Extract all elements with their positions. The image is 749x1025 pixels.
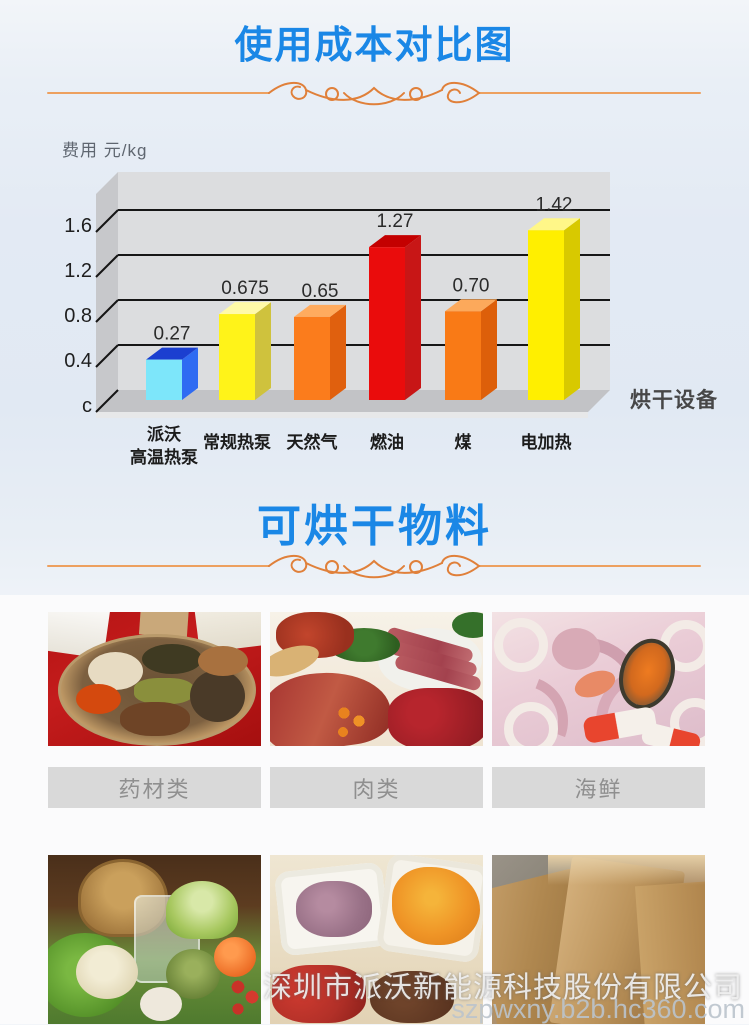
axis-tick bbox=[95, 254, 119, 278]
sausage-cluster-shape bbox=[388, 688, 483, 746]
category-label-1: 常规热泵 bbox=[203, 433, 271, 452]
bar-0: 0.27 bbox=[146, 324, 198, 400]
flourish-divider-icon bbox=[47, 81, 701, 106]
bars-layer: 0.27 0.675 0.65 1.27 0.70 1.42 bbox=[146, 194, 580, 400]
page-title-cost-comparison: 使用成本对比图 bbox=[234, 25, 515, 67]
category-label-0: 派沃 高温热泵 bbox=[130, 425, 198, 467]
bar-value-label: 0.27 bbox=[154, 324, 191, 345]
flourish-divider-icon bbox=[47, 554, 701, 579]
material-label-seafood: 海鲜 bbox=[492, 767, 705, 808]
herb-patch bbox=[142, 644, 202, 674]
bar-1: 0.675 bbox=[219, 278, 271, 400]
material-label-herbs: 药材类 bbox=[48, 767, 261, 808]
dried-nugget-shape bbox=[370, 971, 454, 1023]
chart-side-wall bbox=[96, 172, 118, 412]
y-tick-label: c bbox=[82, 395, 92, 417]
squid-ring-shape bbox=[494, 618, 548, 672]
photos-row-1 bbox=[48, 612, 706, 746]
kumquat-shape bbox=[332, 704, 374, 744]
bar-value-label: 0.70 bbox=[453, 275, 490, 296]
bar-3: 1.27 bbox=[369, 211, 421, 400]
fresh-vegetables-photo bbox=[48, 855, 261, 1024]
garlic-shape bbox=[140, 987, 182, 1021]
axis-tick bbox=[95, 344, 119, 368]
lettuce-shape bbox=[166, 881, 238, 939]
x-axis-title: 烘干设备 bbox=[630, 389, 718, 412]
cured-meats-photo bbox=[270, 612, 483, 746]
materials-panel: 药材类 肉类 海鲜 bbox=[0, 595, 749, 1024]
axis-tick bbox=[95, 209, 119, 233]
y-tick-label: 0.4 bbox=[64, 350, 92, 372]
photos-row-2 bbox=[48, 855, 706, 1024]
dried-taro-shape bbox=[296, 881, 372, 937]
category-label-5: 电加热 bbox=[520, 433, 572, 452]
dried-slabs-photo bbox=[492, 855, 705, 1024]
category-label-3: 燃油 bbox=[370, 433, 404, 452]
radish-shape bbox=[228, 977, 261, 1019]
y-tick-label: 1.2 bbox=[64, 260, 92, 282]
watermark-site-url: szpwxny.b2b.hc360.com bbox=[451, 994, 745, 1024]
tomato-shape bbox=[214, 937, 256, 977]
category-label-4: 煤 bbox=[454, 433, 472, 452]
bar-4: 0.70 bbox=[445, 275, 497, 400]
y-axis-unit-label: 费用 元/kg bbox=[62, 141, 148, 160]
herbs-platter-photo bbox=[48, 612, 261, 746]
herb-patch bbox=[88, 652, 143, 690]
slab-highlight-shape bbox=[548, 855, 705, 885]
category-label-bars: 药材类 肉类 海鲜 bbox=[48, 767, 706, 808]
cost-comparison-chart: 费用 元/kg 1.6 1.2 0.8 0.4 c 0.27 0.675 0.65 1.27 0… bbox=[0, 135, 749, 480]
bar-value-label: 1.42 bbox=[536, 194, 573, 215]
parsley-shape bbox=[452, 612, 483, 638]
page-title-materials: 可烘干物料 bbox=[257, 502, 492, 551]
red-jujube-shape bbox=[272, 965, 366, 1023]
cauliflower-shape bbox=[76, 945, 138, 999]
axis-tick bbox=[95, 389, 119, 413]
herb-patch bbox=[134, 678, 194, 704]
bar-5: 1.42 bbox=[528, 194, 580, 400]
material-label-meat: 肉类 bbox=[270, 767, 483, 808]
herb-patch bbox=[198, 646, 248, 676]
gridlines-layer: 1.6 1.2 0.8 0.4 c bbox=[64, 209, 610, 417]
octopus-head-shape bbox=[552, 628, 600, 670]
squid-ring-shape bbox=[504, 702, 558, 746]
category-label-2: 天然气 bbox=[286, 433, 338, 452]
herb-patch bbox=[190, 670, 245, 722]
y-tick-label: 1.6 bbox=[64, 215, 92, 237]
bar-value-label: 0.65 bbox=[302, 281, 339, 302]
herb-patch bbox=[120, 702, 190, 736]
chart-canvas: 1.6 1.2 0.8 0.4 c 0.27 0.675 0.65 1.27 0.70 1.42 bbox=[64, 172, 610, 418]
seafood-mix-photo bbox=[492, 612, 705, 746]
axis-tick bbox=[95, 299, 119, 323]
y-tick-label: 0.8 bbox=[64, 305, 92, 327]
herb-patch bbox=[76, 684, 121, 714]
chart-floor-edge bbox=[96, 412, 588, 418]
dried-fruits-photo bbox=[270, 855, 483, 1024]
bar-2: 0.65 bbox=[294, 281, 346, 400]
dried-mango-shape bbox=[392, 867, 480, 945]
bar-value-label: 0.675 bbox=[221, 278, 269, 299]
watermark-company-name: 深圳市派沃新能源科技股份有限公司 bbox=[262, 972, 743, 1004]
bar-value-label: 1.27 bbox=[377, 211, 414, 232]
